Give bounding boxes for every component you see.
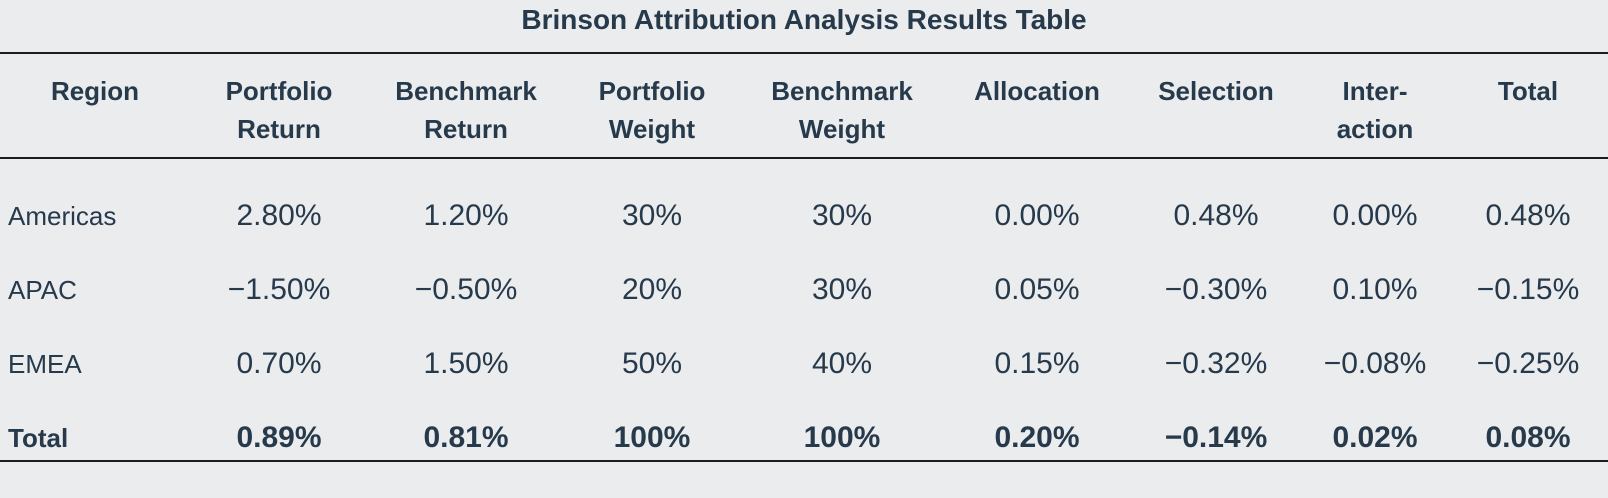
benchmark-return-cell: −0.50% — [414, 273, 518, 306]
column-header-benchmark-weight: Benchmark Weight — [771, 76, 913, 144]
selection-cell: 0.48% — [1173, 199, 1259, 232]
table-row-apac: APAC −1.50% −0.50% 20% 30% 0.05% −0.30% … — [0, 253, 1608, 327]
benchmark-weight-cell: 100% — [803, 421, 881, 454]
selection-cell: −0.14% — [1164, 421, 1268, 454]
table-row-total: Total 0.89% 0.81% 100% 100% 0.20% −0.14%… — [0, 401, 1608, 475]
total-cell: 0.08% — [1485, 421, 1571, 454]
column-header-interaction: Inter- action — [1336, 76, 1414, 144]
page-title: Brinson Attribution Analysis Results Tab… — [521, 4, 1087, 35]
benchmark-return-cell: 0.81% — [423, 421, 509, 454]
column-header-region: Region — [50, 76, 140, 106]
benchmark-weight-cell: 30% — [811, 273, 873, 306]
column-header-allocation: Allocation — [974, 76, 1100, 106]
interaction-cell: 0.10% — [1332, 273, 1418, 306]
portfolio-weight-cell: 20% — [621, 273, 683, 306]
column-header-portfolio-return: Portfolio Return — [225, 76, 333, 144]
interaction-cell: 0.00% — [1332, 199, 1418, 232]
bottom-rule — [0, 460, 1608, 462]
selection-cell: −0.30% — [1164, 273, 1268, 306]
region-cell: Americas — [8, 200, 117, 231]
portfolio-return-cell: 0.89% — [236, 421, 322, 454]
table-row-americas: Americas 2.80% 1.20% 30% 30% 0.00% 0.48%… — [0, 175, 1608, 253]
benchmark-return-cell: 1.20% — [423, 199, 509, 232]
column-header-benchmark-return: Benchmark Return — [395, 76, 537, 144]
allocation-cell: 0.00% — [994, 199, 1080, 232]
region-cell: APAC — [8, 274, 77, 305]
column-header-total: Total — [1497, 76, 1559, 106]
total-cell: −0.15% — [1476, 273, 1580, 306]
portfolio-return-cell: −1.50% — [227, 273, 331, 306]
header-rule — [0, 157, 1608, 159]
selection-cell: −0.32% — [1164, 347, 1268, 380]
portfolio-return-cell: 2.80% — [236, 199, 322, 232]
portfolio-return-cell: 0.70% — [236, 347, 322, 380]
total-cell: −0.25% — [1476, 347, 1580, 380]
region-cell: EMEA — [8, 348, 82, 379]
portfolio-weight-cell: 100% — [613, 421, 691, 454]
top-rule — [0, 52, 1608, 54]
column-header-selection: Selection — [1158, 76, 1274, 106]
benchmark-weight-cell: 40% — [811, 347, 873, 380]
benchmark-return-cell: 1.50% — [423, 347, 509, 380]
benchmark-weight-cell: 30% — [811, 199, 873, 232]
allocation-cell: 0.05% — [994, 273, 1080, 306]
column-header-portfolio-weight: Portfolio Weight — [598, 76, 706, 144]
portfolio-weight-cell: 50% — [621, 347, 683, 380]
interaction-cell: 0.02% — [1332, 421, 1418, 454]
region-cell: Total — [8, 422, 69, 453]
allocation-cell: 0.15% — [994, 347, 1080, 380]
header-row: Region Portfolio Return Benchmark Return… — [0, 54, 1608, 175]
attribution-table: Region Portfolio Return Benchmark Return… — [0, 54, 1608, 475]
total-cell: 0.48% — [1485, 199, 1571, 232]
allocation-cell: 0.20% — [994, 421, 1080, 454]
interaction-cell: −0.08% — [1323, 347, 1427, 380]
table-row-emea: EMEA 0.70% 1.50% 50% 40% 0.15% −0.32% −0… — [0, 327, 1608, 401]
portfolio-weight-cell: 30% — [621, 199, 683, 232]
